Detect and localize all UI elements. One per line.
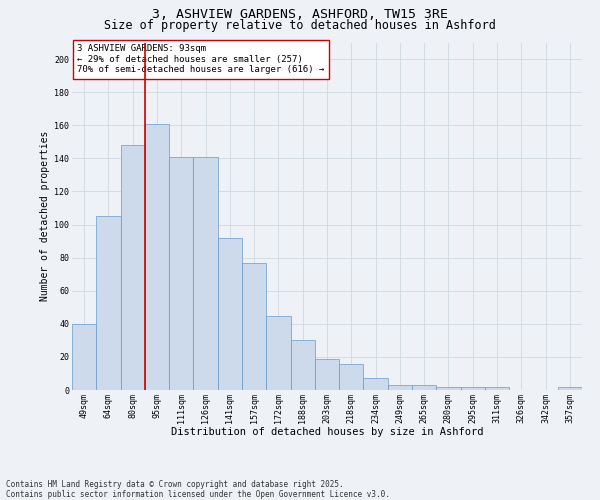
Bar xyxy=(72,324,96,390)
Bar xyxy=(96,216,121,390)
Text: Size of property relative to detached houses in Ashford: Size of property relative to detached ho… xyxy=(104,19,496,32)
X-axis label: Distribution of detached houses by size in Ashford: Distribution of detached houses by size … xyxy=(171,427,483,437)
Bar xyxy=(145,124,169,390)
Bar xyxy=(388,385,412,390)
Bar xyxy=(436,386,461,390)
Bar xyxy=(290,340,315,390)
Bar xyxy=(339,364,364,390)
Text: 3, ASHVIEW GARDENS, ASHFORD, TW15 3RE: 3, ASHVIEW GARDENS, ASHFORD, TW15 3RE xyxy=(152,8,448,20)
Bar xyxy=(218,238,242,390)
Bar xyxy=(558,386,582,390)
Bar xyxy=(266,316,290,390)
Text: 3 ASHVIEW GARDENS: 93sqm
← 29% of detached houses are smaller (257)
70% of semi-: 3 ASHVIEW GARDENS: 93sqm ← 29% of detach… xyxy=(77,44,325,74)
Bar xyxy=(364,378,388,390)
Bar xyxy=(315,358,339,390)
Y-axis label: Number of detached properties: Number of detached properties xyxy=(40,131,50,302)
Bar xyxy=(461,386,485,390)
Bar xyxy=(485,386,509,390)
Bar xyxy=(412,385,436,390)
Text: Contains HM Land Registry data © Crown copyright and database right 2025.
Contai: Contains HM Land Registry data © Crown c… xyxy=(6,480,390,499)
Bar xyxy=(193,156,218,390)
Bar xyxy=(242,262,266,390)
Bar xyxy=(121,145,145,390)
Bar xyxy=(169,156,193,390)
